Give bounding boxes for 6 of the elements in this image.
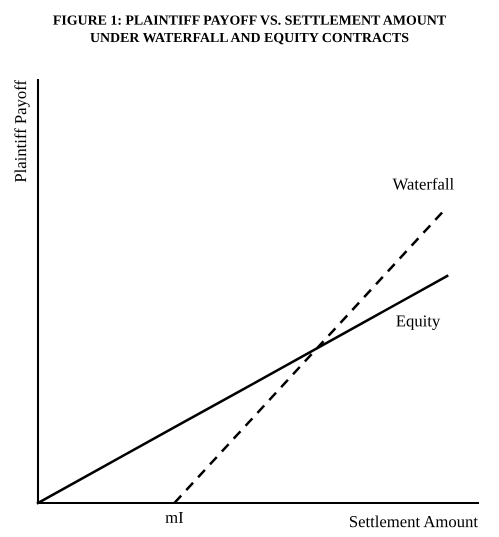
y-axis-title: Plaintiff Payoff: [14, 80, 30, 182]
series-label: Waterfall: [392, 178, 454, 190]
series-label: Equity: [396, 315, 440, 330]
x-axis-title: Settlement Amount: [350, 516, 478, 528]
text: mI: [165, 512, 184, 523]
chart-title: FIGURE 1: PLAINTIFF PAYOFF VS. SETTLEMENT AMOUNT UNDER WATERFALL AND EQUITY CONTRACTS: [53, 15, 446, 44]
